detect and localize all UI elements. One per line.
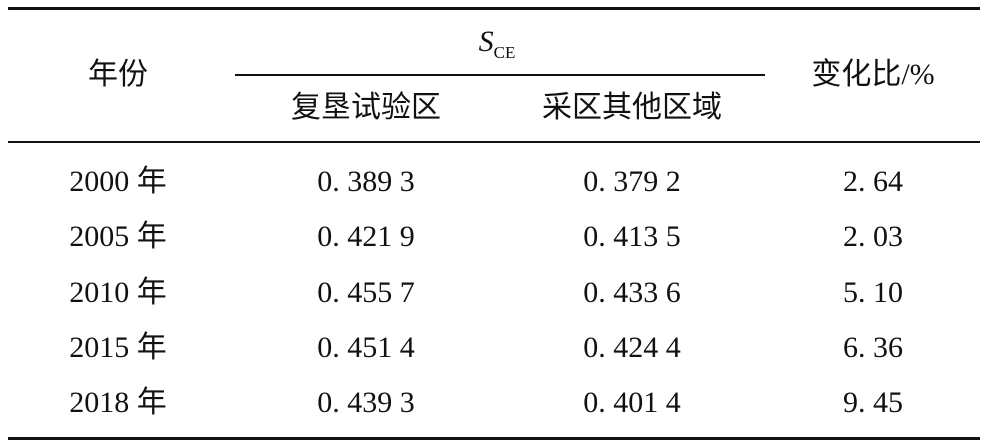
top-rule [8, 7, 980, 10]
header-ratio: 变化比/% [811, 58, 935, 91]
table-cell: 0. 413 5 [583, 220, 681, 254]
table-cell: 5. 10 [843, 275, 903, 309]
header-column: 复垦试验区 [291, 91, 441, 124]
row-year: 2005 年 [69, 220, 167, 254]
table-cell: 6. 36 [843, 330, 903, 364]
bottom-rule [8, 437, 980, 440]
subscript: CE [493, 43, 516, 62]
header-group: SCE [478, 25, 516, 62]
table-cell: 0. 379 2 [583, 165, 681, 198]
table-cell: 0. 433 6 [583, 275, 681, 309]
table-cell: 0. 455 7 [317, 275, 415, 309]
table-cell: 0. 424 4 [583, 330, 681, 364]
group-rule [235, 74, 765, 76]
row-year: 2015 年 [69, 330, 167, 364]
table-cell: 2. 64 [843, 165, 903, 198]
symbol: S [478, 25, 494, 58]
table-cell: 9. 45 [843, 386, 903, 420]
table-cell: 0. 401 4 [583, 386, 681, 420]
header-year: 年份 [88, 58, 148, 91]
row-year: 2018 年 [69, 386, 167, 420]
table-cell: 2. 03 [843, 220, 903, 254]
header-rule [8, 141, 980, 143]
table-cell: 0. 439 3 [317, 386, 415, 420]
table-cell: 0. 389 3 [317, 165, 415, 198]
row-year: 2010 年 [69, 275, 167, 309]
header-column: 采区其他区域 [542, 91, 722, 124]
row-year: 2000 年 [69, 165, 167, 198]
table-cell: 0. 421 9 [317, 220, 415, 254]
table-cell: 0. 451 4 [317, 330, 415, 364]
